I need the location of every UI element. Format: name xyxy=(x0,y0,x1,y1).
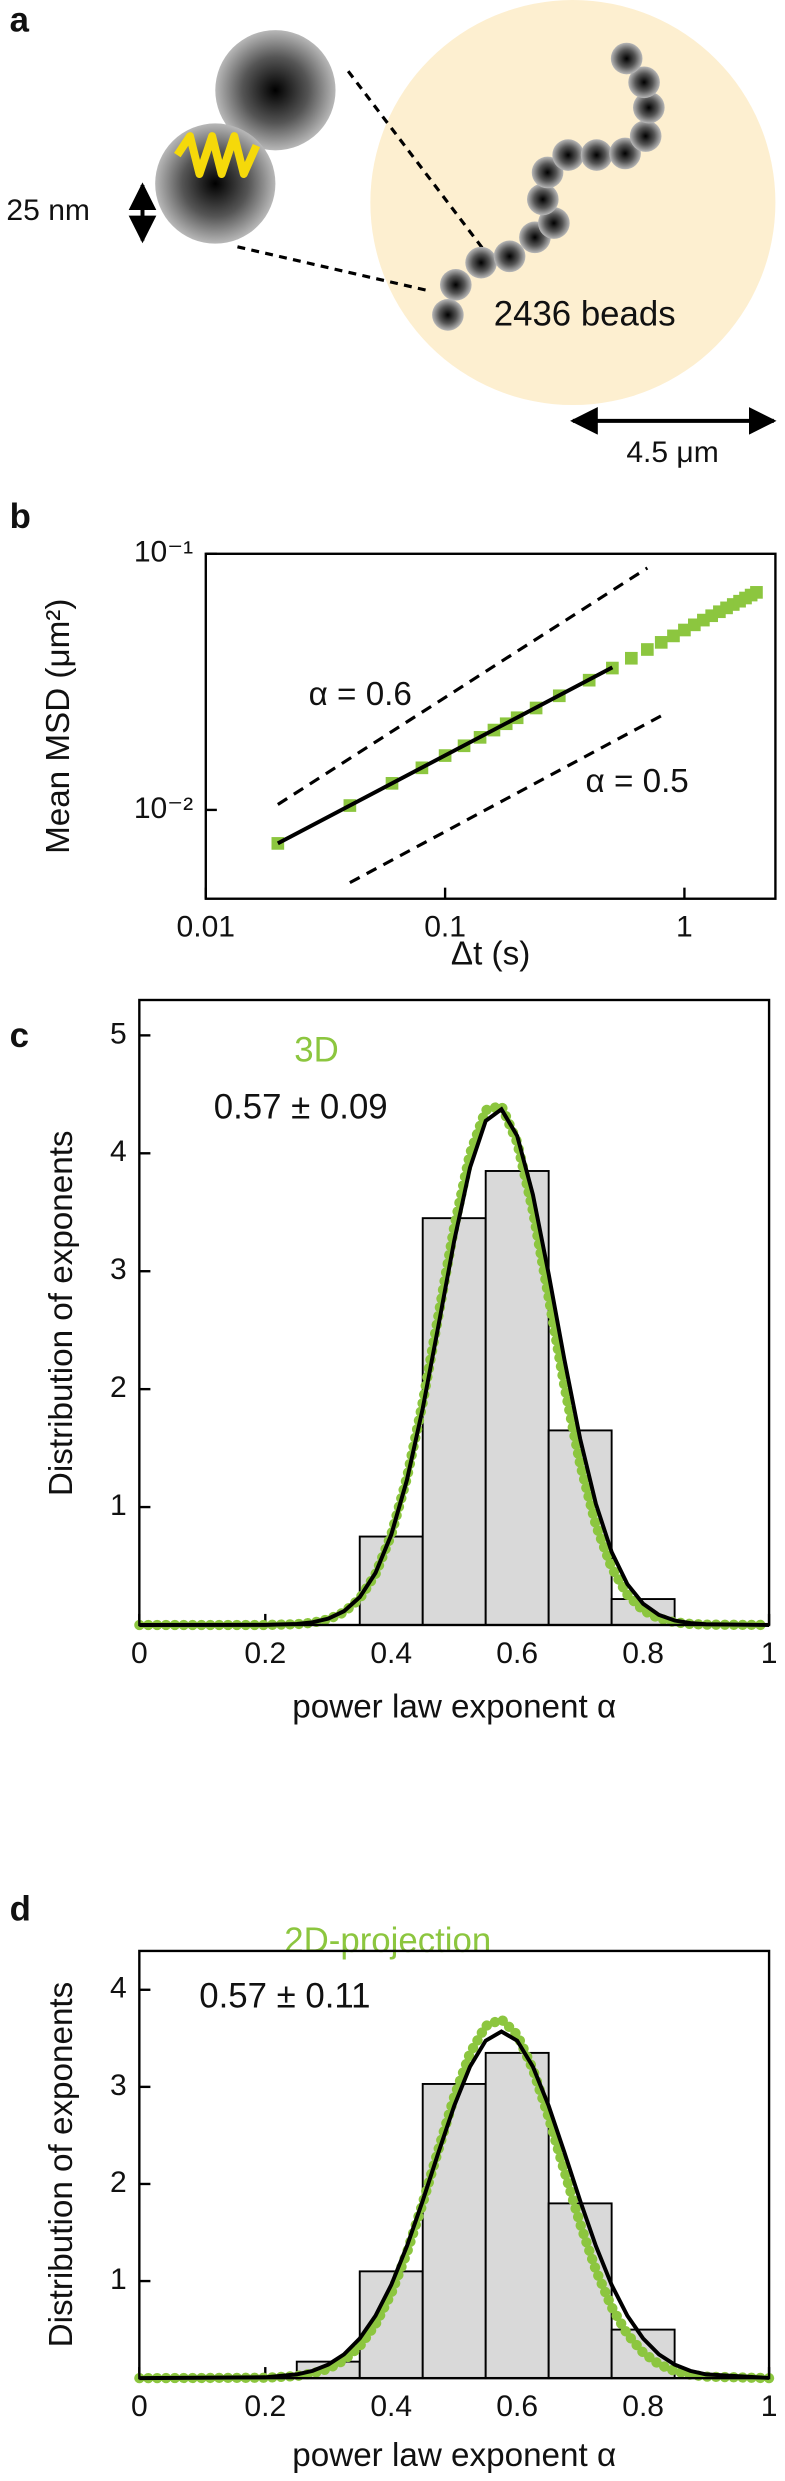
distribution-curve xyxy=(134,2013,775,2384)
legend-label: 3D xyxy=(294,1030,338,1069)
x-axis-label: Δt (s) xyxy=(451,935,530,972)
x-tick-label: 0.6 xyxy=(496,1637,538,1670)
y-tick-label: 3 xyxy=(110,1253,127,1286)
x-tick-label: 0 xyxy=(131,1637,148,1670)
x-tick-label: 0.8 xyxy=(622,1637,664,1670)
data-point xyxy=(654,636,668,649)
fit-curve xyxy=(139,2029,770,2381)
fit-curve xyxy=(139,1106,770,1627)
bead-count-label: 2436 beads xyxy=(494,295,676,334)
bar xyxy=(421,2083,487,2380)
x-tick-label: 0.1 xyxy=(424,911,466,944)
x-tick-label: 0.4 xyxy=(370,2390,412,2423)
bead xyxy=(155,123,276,244)
x-axis-label: power law exponent α xyxy=(292,1689,616,1726)
y-tick-label: 10⁻² xyxy=(134,792,193,825)
y-axis-label: Mean MSD (μm²) xyxy=(40,599,77,854)
panel-label: b xyxy=(10,497,31,536)
y-tick-label: 2 xyxy=(110,1371,127,1404)
y-tick-label: 4 xyxy=(110,1972,127,2005)
x-tick-label: 0.2 xyxy=(244,2390,286,2423)
data-point xyxy=(641,643,654,656)
y-tick-label: 3 xyxy=(110,2069,127,2102)
x-tick-label: 0.2 xyxy=(244,1637,286,1670)
panel-label: d xyxy=(10,1890,31,1929)
reference-label: α = 0.6 xyxy=(309,676,412,713)
schematic: a 25 nm 2436 beads 4.5 μm xyxy=(6,0,777,469)
zoom-line xyxy=(237,245,431,293)
scale-label: 4.5 μm xyxy=(626,436,718,469)
x-tick-label: 1 xyxy=(761,1637,778,1670)
fit-annotation: 0.57 ± 0.11 xyxy=(199,1977,370,2016)
x-tick-label: 1 xyxy=(676,911,693,944)
data-point xyxy=(667,629,680,643)
y-axis-label: Distribution of exponents xyxy=(43,1130,80,1496)
fit-line xyxy=(276,665,614,846)
panel-label: c xyxy=(10,1016,29,1055)
reference-line xyxy=(349,714,662,885)
reference-line xyxy=(276,566,649,806)
zoom-line xyxy=(346,70,484,250)
y-tick-label: 1 xyxy=(110,2263,127,2296)
bead xyxy=(215,30,336,151)
panel-b: b Δt (s) Mean MSD (μm²) 0.01 0.1 1 10⁻¹ 10⁻² α =… xyxy=(10,497,777,972)
y-tick-label: 5 xyxy=(110,1017,127,1050)
nucleus-disc xyxy=(370,0,776,406)
plot-frame xyxy=(138,1949,771,2380)
x-tick-label: 0.4 xyxy=(370,1637,412,1670)
data-point xyxy=(750,586,763,599)
fit-annotation: 0.57 ± 0.09 xyxy=(214,1087,388,1126)
x-tick-label: 0 xyxy=(131,2390,148,2423)
y-tick-label: 1 xyxy=(110,1489,127,1522)
spring xyxy=(174,132,261,179)
bead-chain xyxy=(432,42,665,331)
panel-label: a xyxy=(10,0,30,39)
bar xyxy=(421,1217,487,1626)
legend-label: 2D-projection xyxy=(284,1921,491,1960)
y-tick-label: 4 xyxy=(110,1135,127,1168)
bead-size-label: 25 nm xyxy=(6,194,90,227)
x-tick-label: 1 xyxy=(761,2390,778,2423)
panel-d: d power law exponent α Distribution of exp… xyxy=(10,1890,778,2474)
reference-label: α = 0.5 xyxy=(586,763,689,800)
x-tick-label: 0.01 xyxy=(177,911,235,944)
y-axis-label: Distribution of exponents xyxy=(43,1982,80,2348)
x-tick-label: 0.8 xyxy=(622,2390,664,2423)
bar xyxy=(484,2051,550,2380)
x-axis-label: power law exponent α xyxy=(292,2437,616,2474)
plot-frame xyxy=(138,998,771,1627)
y-tick-label: 2 xyxy=(110,2166,127,2199)
data-point xyxy=(624,651,638,665)
panel-c: c power law exponent α Distribution of exp… xyxy=(10,998,778,1726)
data-point xyxy=(678,623,691,637)
y-tick-label: 10⁻¹ xyxy=(134,536,193,569)
plot-frame xyxy=(204,552,777,900)
x-tick-label: 0.6 xyxy=(496,2390,538,2423)
